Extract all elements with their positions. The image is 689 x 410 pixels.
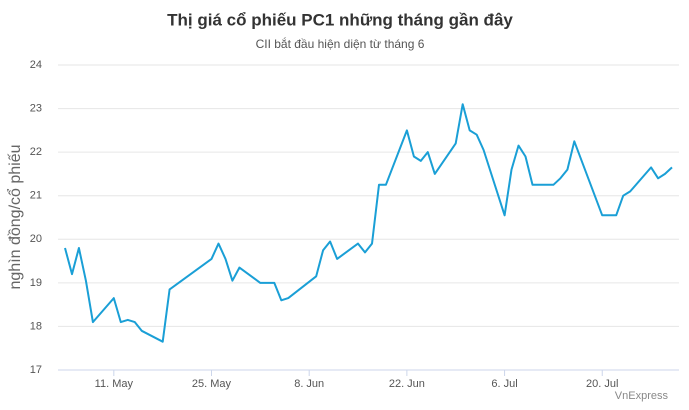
y-tick-label: 23 bbox=[30, 102, 42, 114]
y-tick-label: 19 bbox=[30, 277, 42, 289]
x-tick-label: 11. May bbox=[95, 378, 134, 390]
y-tick-label: 20 bbox=[30, 233, 42, 245]
x-tick-label: 25. May bbox=[192, 378, 232, 390]
x-tick-label: 22. Jun bbox=[389, 378, 425, 390]
credit: VnExpress bbox=[615, 390, 669, 402]
line bbox=[64, 103, 673, 343]
y-tick-label: 18 bbox=[30, 320, 42, 332]
chart-title: Thị giá cổ phiếu PC1 những tháng gần đây bbox=[167, 10, 513, 29]
x-tick-label: 6. Jul bbox=[491, 378, 517, 390]
y-tick-label: 17 bbox=[30, 364, 42, 376]
y-tick-label: 22 bbox=[30, 146, 42, 158]
y-axis-label: nghìn đồng/cổ phiếu bbox=[6, 144, 24, 289]
x-tick-label: 8. Jun bbox=[294, 378, 324, 390]
x-tick-label: 20. Jul bbox=[586, 378, 618, 390]
y-tick-label: 21 bbox=[30, 190, 42, 202]
y-tick-label: 24 bbox=[30, 59, 42, 71]
chart-subtitle: CII bắt đầu hiện diện từ tháng 6 bbox=[256, 36, 425, 51]
